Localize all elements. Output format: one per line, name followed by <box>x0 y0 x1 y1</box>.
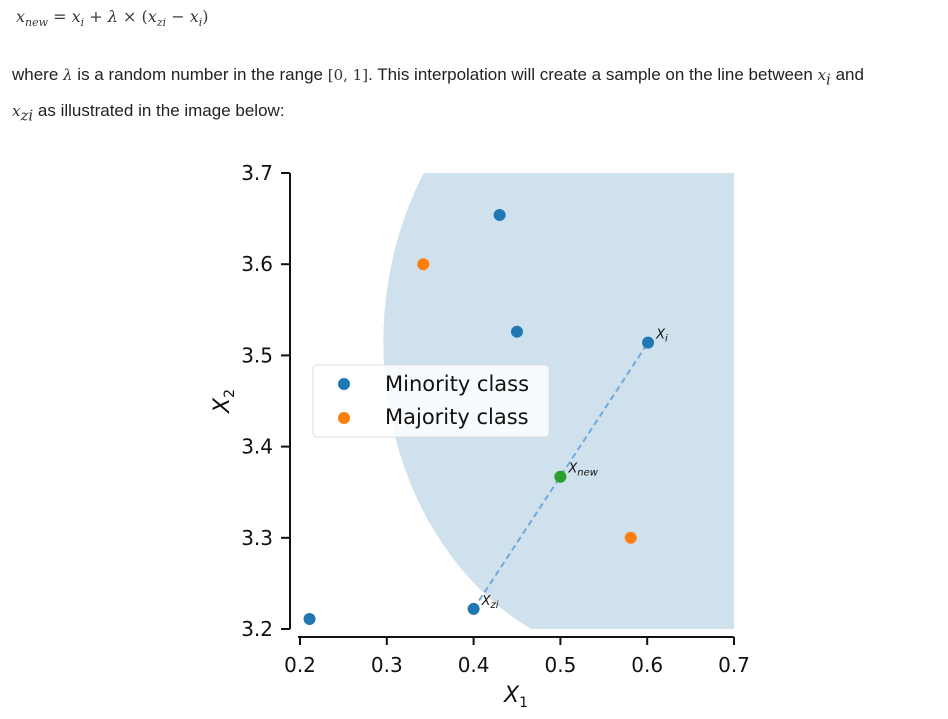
data-point <box>511 325 523 338</box>
y-tick-label: 3.3 <box>241 526 273 550</box>
smote-scatter-chart: 0.2 0.3 0.4 0.5 0.6 0.7 3.2 3.3 3.4 3.5 3.6 3.7 X1… <box>210 161 750 711</box>
data-point <box>624 531 637 544</box>
x-tick-label: 0.5 <box>544 653 576 677</box>
legend-label-minority: Minority class <box>385 372 529 396</box>
y-tick-label: 3.5 <box>241 343 273 367</box>
y-tick-label: 3.2 <box>241 617 273 641</box>
point-annotation: Xnew <box>567 462 598 479</box>
x-tick-label: 0.6 <box>631 653 663 677</box>
point-annotation: Xzi <box>481 594 499 611</box>
smote-formula: xnew = xi + λ × (xzi − xi) <box>16 7 209 30</box>
legend-marker-majority <box>338 412 350 424</box>
legend-label-majority: Majority class <box>385 405 529 429</box>
y-axis-label: X2 <box>210 389 238 414</box>
data-point <box>417 258 430 271</box>
data-point <box>493 208 506 221</box>
y-tick-label: 3.4 <box>241 435 273 459</box>
interpolation-line <box>472 342 649 610</box>
x-tick-label: 0.7 <box>718 653 750 677</box>
y-tick-label: 3.7 <box>241 161 273 185</box>
data-points <box>303 208 655 625</box>
x-axis-ticks: 0.2 0.3 0.4 0.5 0.6 0.7 <box>284 637 750 677</box>
data-point <box>554 470 567 483</box>
x-axis-label: X1 <box>503 683 528 711</box>
legend-box <box>312 364 550 438</box>
data-point <box>467 602 480 615</box>
explanation-paragraph: where λ is a random number in the range … <box>12 65 864 125</box>
neighborhood-region <box>383 173 734 629</box>
point-annotation: Xi <box>655 328 668 345</box>
y-tick-label: 3.6 <box>241 252 273 276</box>
data-point <box>642 336 655 349</box>
legend: Minority class Majority class <box>312 364 550 438</box>
y-axis-ticks: 3.2 3.3 3.4 3.5 3.6 3.7 <box>241 161 290 641</box>
legend-marker-minority <box>338 378 350 390</box>
point-annotations: Xi Xnew Xzi <box>481 328 668 611</box>
data-point <box>303 612 316 625</box>
x-tick-label: 0.2 <box>284 653 316 677</box>
x-tick-label: 0.3 <box>371 653 403 677</box>
x-tick-label: 0.4 <box>458 653 490 677</box>
